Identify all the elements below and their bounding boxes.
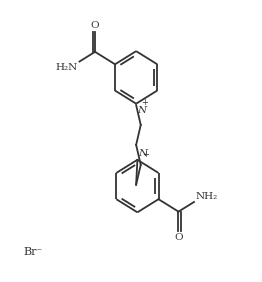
Text: O: O (174, 233, 183, 242)
Text: N: N (137, 106, 146, 115)
Text: O: O (91, 21, 99, 30)
Text: Br⁻: Br⁻ (23, 246, 43, 257)
Text: +: + (142, 150, 149, 159)
Text: N: N (139, 149, 148, 158)
Text: H₂N: H₂N (56, 63, 78, 72)
Text: +: + (141, 98, 148, 107)
Text: NH₂: NH₂ (195, 191, 217, 201)
